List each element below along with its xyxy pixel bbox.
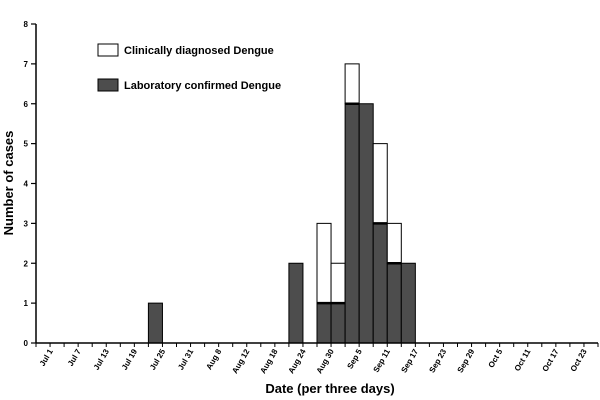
legend-swatch-confirmed	[97, 78, 119, 92]
x-tick-label: Aug 8	[204, 347, 223, 371]
x-axis-title: Date (per three days)	[265, 381, 394, 396]
bar-laboratory-confirmed	[288, 262, 304, 344]
bar-laboratory-confirmed	[147, 302, 163, 344]
bars-layer	[147, 63, 416, 344]
y-tick-label: 7	[24, 60, 29, 69]
x-tick-label: Jul 1	[38, 347, 55, 368]
x-tick-label: Oct 23	[569, 347, 589, 373]
x-tick-label: Jul 31	[176, 347, 195, 372]
x-tick-label: Oct 17	[541, 347, 561, 373]
bar-laboratory-confirmed	[386, 262, 402, 344]
legend-label-confirmed: Laboratory confirmed Dengue	[124, 80, 281, 92]
x-tick-label: Sep 11	[372, 347, 393, 374]
y-tick-label: 1	[24, 299, 29, 308]
bar-clinically-diagnosed	[344, 63, 360, 105]
bar-clinically-diagnosed	[316, 222, 332, 304]
y-tick-label: 6	[24, 100, 29, 109]
y-axis-title: Number of cases	[1, 131, 16, 236]
x-ticks: Jul 1 Jul 7 Jul 13 Jul 19 Jul 25 Jul 31 Aug 8 A…	[35, 343, 599, 375]
y-tick-label: 3	[24, 219, 29, 228]
x-tick-label: Aug 30	[315, 347, 336, 375]
y-tick-label: 5	[24, 140, 29, 149]
y-tick-label: 2	[24, 259, 29, 268]
y-ticks: 0 1 2 3 4 5 6 7 8	[24, 20, 36, 348]
bar-clinically-diagnosed	[372, 143, 388, 224]
legend-swatch-clinical	[97, 43, 119, 57]
x-tick-label: Sep 17	[399, 347, 420, 374]
x-tick-label: Sep 5	[345, 347, 364, 370]
x-tick-label: Jul 13	[92, 347, 111, 372]
x-tick-label: Aug 12	[230, 347, 251, 375]
x-tick-label: Sep 29	[456, 347, 477, 374]
x-tick-label: Aug 18	[258, 347, 279, 375]
y-tick-label: 4	[24, 180, 29, 189]
legend-label-clinical: Clinically diagnosed Dengue	[124, 45, 274, 57]
x-tick-label: Jul 25	[148, 347, 167, 372]
x-tick-label: Jul 7	[66, 347, 83, 368]
x-tick-label: Jul 19	[120, 347, 139, 372]
x-tick-label: Aug 24	[287, 347, 308, 375]
legend: Clinically diagnosed Dengue Laboratory c…	[97, 43, 281, 92]
bar-laboratory-confirmed	[316, 302, 332, 344]
bar-laboratory-confirmed	[400, 262, 416, 344]
bar-laboratory-confirmed	[344, 103, 360, 344]
x-tick-label: Oct 11	[513, 347, 533, 373]
y-tick-label: 0	[24, 339, 29, 348]
bar-laboratory-confirmed	[330, 302, 346, 344]
bar-laboratory-confirmed	[358, 103, 374, 344]
bar-clinically-diagnosed	[386, 222, 402, 264]
bar-laboratory-confirmed	[372, 222, 388, 344]
bar-clinically-diagnosed	[330, 262, 346, 304]
y-tick-label: 8	[24, 20, 29, 29]
x-tick-label: Oct 5	[487, 347, 505, 369]
x-tick-label: Sep 23	[427, 347, 448, 374]
